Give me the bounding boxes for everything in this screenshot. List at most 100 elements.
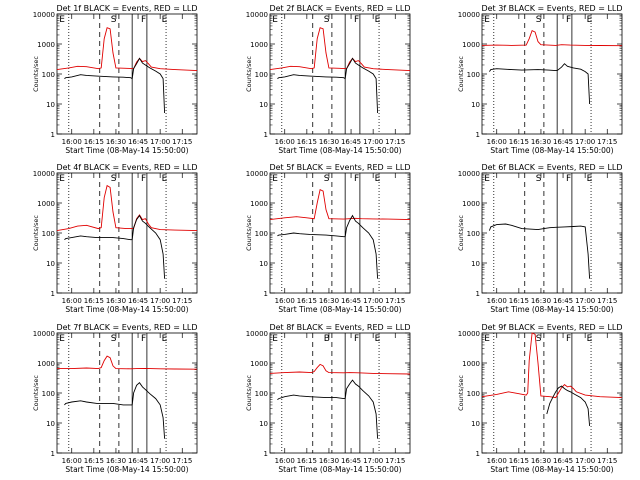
y-tick-label: 10000 bbox=[246, 11, 268, 19]
panel-title: Det 4f BLACK = Events, RED = LLD bbox=[56, 163, 197, 172]
x-tick-label: 16:45 bbox=[553, 457, 573, 465]
axes-frame bbox=[269, 332, 411, 454]
y-tick-label: 1 bbox=[51, 131, 55, 139]
interval-marker-label: E bbox=[375, 334, 381, 344]
x-tick-label: 16:30 bbox=[531, 297, 551, 305]
y-tick-label: 10 bbox=[259, 260, 268, 268]
y-tick-label: 1 bbox=[51, 450, 55, 458]
series-lld-line bbox=[481, 332, 623, 399]
x-tick-label: 16:30 bbox=[106, 297, 126, 305]
x-tick-label: 16:45 bbox=[128, 457, 148, 465]
y-axis-label: Counts/sec bbox=[457, 56, 465, 92]
interval-marker-label: F bbox=[354, 15, 359, 25]
interval-marker-label: E bbox=[484, 334, 490, 344]
panel-title: Det 2f BLACK = Events, RED = LLD bbox=[269, 4, 410, 13]
interval-marker-label: S bbox=[111, 334, 117, 344]
panel-2: Det 2f BLACK = Events, RED = LLD 1 10 100 10… bbox=[245, 4, 411, 155]
interval-marker-label: E bbox=[587, 15, 593, 25]
x-tick-label: 16:15 bbox=[297, 138, 317, 146]
y-tick-label: 10 bbox=[46, 101, 55, 109]
interval-marker-label: S bbox=[536, 334, 542, 344]
panel-8: Det 8f BLACK = Events, RED = LLD 1 10 100 10… bbox=[245, 323, 411, 474]
x-tick-label: 16:30 bbox=[531, 457, 551, 465]
x-tick-label: 17:15 bbox=[597, 457, 617, 465]
panel-6: Det 6f BLACK = Events, RED = LLD 1 10 100 10… bbox=[457, 163, 623, 314]
x-tick-label: 17:15 bbox=[597, 297, 617, 305]
y-tick-label: 100 bbox=[255, 71, 268, 79]
y-tick-label: 10000 bbox=[458, 330, 480, 338]
x-tick-label: 16:15 bbox=[84, 138, 104, 146]
y-tick-label: 1000 bbox=[462, 360, 480, 368]
interval-marker-label: E bbox=[375, 174, 381, 184]
y-axis-label: Counts/sec bbox=[32, 215, 40, 251]
y-tick-label: 10 bbox=[259, 101, 268, 109]
y-tick-label: 10000 bbox=[33, 11, 55, 19]
x-tick-label: 17:15 bbox=[172, 138, 192, 146]
y-tick-label: 10000 bbox=[458, 170, 480, 178]
x-tick-label: 16:30 bbox=[106, 138, 126, 146]
y-axis-label: Counts/sec bbox=[32, 375, 40, 411]
x-tick-label: 16:30 bbox=[319, 297, 339, 305]
y-tick-label: 1000 bbox=[250, 41, 268, 49]
x-tick-label: 16:00 bbox=[275, 138, 295, 146]
x-tick-label: 17:00 bbox=[575, 297, 595, 305]
y-tick-label: 100 bbox=[467, 390, 480, 398]
panel-title: Det 5f BLACK = Events, RED = LLD bbox=[269, 163, 410, 172]
x-tick-label: 17:00 bbox=[363, 457, 383, 465]
panel-title: Det 1f BLACK = Events, RED = LLD bbox=[56, 4, 197, 13]
y-tick-label: 10000 bbox=[458, 11, 480, 19]
x-tick-label: 17:00 bbox=[575, 138, 595, 146]
y-tick-label: 10 bbox=[46, 420, 55, 428]
panel-title: Det 8f BLACK = Events, RED = LLD bbox=[269, 323, 410, 332]
x-axis-label: Start Time (08-May-14 15:50:00) bbox=[278, 465, 401, 474]
x-tick-label: 16:15 bbox=[509, 297, 529, 305]
y-tick-label: 10000 bbox=[246, 170, 268, 178]
interval-marker-label: B bbox=[324, 334, 330, 344]
x-tick-label: 16:30 bbox=[531, 138, 551, 146]
y-tick-label: 1 bbox=[476, 290, 480, 298]
interval-marker-label: S bbox=[324, 15, 330, 25]
y-axis-label: Counts/sec bbox=[245, 375, 253, 411]
x-tick-label: 17:00 bbox=[363, 297, 383, 305]
x-axis-label: Start Time (08-May-14 15:50:00) bbox=[490, 465, 613, 474]
x-tick-label: 16:30 bbox=[106, 457, 126, 465]
panel-title: Det 7f BLACK = Events, RED = LLD bbox=[56, 323, 197, 332]
series-events-line bbox=[489, 63, 591, 105]
y-tick-label: 100 bbox=[42, 390, 55, 398]
series-lld-line bbox=[56, 184, 198, 232]
y-tick-label: 1 bbox=[476, 450, 480, 458]
interval-marker-label: S bbox=[536, 174, 542, 184]
interval-marker-label: S bbox=[111, 15, 117, 25]
y-tick-label: 100 bbox=[255, 390, 268, 398]
series-events-line bbox=[277, 57, 379, 114]
interval-marker-label: E bbox=[162, 15, 168, 25]
x-tick-label: 16:00 bbox=[275, 297, 295, 305]
x-axis-label: Start Time (08-May-14 15:50:00) bbox=[278, 146, 401, 155]
y-tick-label: 100 bbox=[467, 71, 480, 79]
x-tick-label: 17:00 bbox=[150, 457, 170, 465]
y-tick-label: 1000 bbox=[462, 41, 480, 49]
panel-4: Det 4f BLACK = Events, RED = LLD 1 10 100 10… bbox=[32, 163, 198, 314]
interval-marker-label: E bbox=[375, 15, 381, 25]
x-tick-label: 16:00 bbox=[62, 297, 82, 305]
y-tick-label: 100 bbox=[255, 230, 268, 238]
x-tick-label: 16:00 bbox=[62, 457, 82, 465]
y-tick-label: 1 bbox=[476, 131, 480, 139]
interval-marker-label: F bbox=[141, 15, 146, 25]
x-tick-label: 17:00 bbox=[575, 457, 595, 465]
panel-3: Det 3f BLACK = Events, RED = LLD 1 10 100 10… bbox=[457, 4, 623, 155]
axes-frame bbox=[269, 13, 411, 135]
y-axis-label: Counts/sec bbox=[457, 215, 465, 251]
axes-frame bbox=[56, 332, 198, 454]
x-axis-label: Start Time (08-May-14 15:50:00) bbox=[65, 146, 188, 155]
interval-marker-label: E bbox=[272, 15, 278, 25]
interval-marker-label: E bbox=[59, 174, 65, 184]
axes-frame bbox=[56, 13, 198, 135]
y-tick-label: 100 bbox=[42, 71, 55, 79]
series-events-line bbox=[277, 214, 379, 279]
x-tick-label: 16:45 bbox=[341, 138, 361, 146]
interval-marker-label: F bbox=[141, 174, 146, 184]
series-events-line bbox=[64, 214, 166, 279]
series-lld-line bbox=[269, 27, 411, 72]
